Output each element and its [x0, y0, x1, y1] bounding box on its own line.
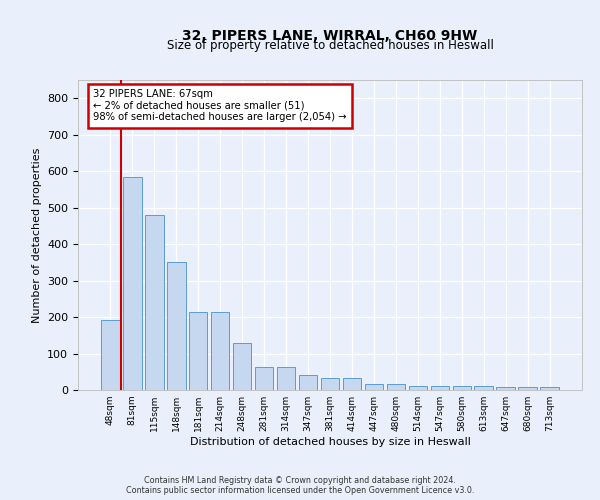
Bar	[277, 368, 295, 390]
Bar	[299, 376, 317, 390]
Bar	[452, 386, 471, 390]
X-axis label: Distribution of detached houses by size in Heswall: Distribution of detached houses by size …	[190, 437, 470, 447]
Title: Size of property relative to detached houses in Heswall: Size of property relative to detached ho…	[167, 40, 493, 52]
Bar	[496, 387, 515, 390]
Text: Contains HM Land Registry data © Crown copyright and database right 2024.
Contai: Contains HM Land Registry data © Crown c…	[126, 476, 474, 495]
Bar	[189, 312, 208, 390]
Bar	[518, 387, 537, 390]
Bar	[320, 378, 340, 390]
Bar	[145, 215, 164, 390]
Bar	[255, 368, 274, 390]
Text: 32, PIPERS LANE, WIRRAL, CH60 9HW: 32, PIPERS LANE, WIRRAL, CH60 9HW	[182, 28, 478, 42]
Bar	[431, 386, 449, 390]
Bar	[211, 312, 229, 390]
Bar	[365, 384, 383, 390]
Bar	[343, 378, 361, 390]
Bar	[541, 387, 559, 390]
Bar	[167, 262, 185, 390]
Bar	[475, 386, 493, 390]
Text: 32 PIPERS LANE: 67sqm
← 2% of detached houses are smaller (51)
98% of semi-detac: 32 PIPERS LANE: 67sqm ← 2% of detached h…	[93, 90, 347, 122]
Bar	[123, 176, 142, 390]
Y-axis label: Number of detached properties: Number of detached properties	[32, 148, 41, 322]
Bar	[409, 386, 427, 390]
Bar	[101, 320, 119, 390]
Bar	[386, 384, 405, 390]
Bar	[233, 342, 251, 390]
